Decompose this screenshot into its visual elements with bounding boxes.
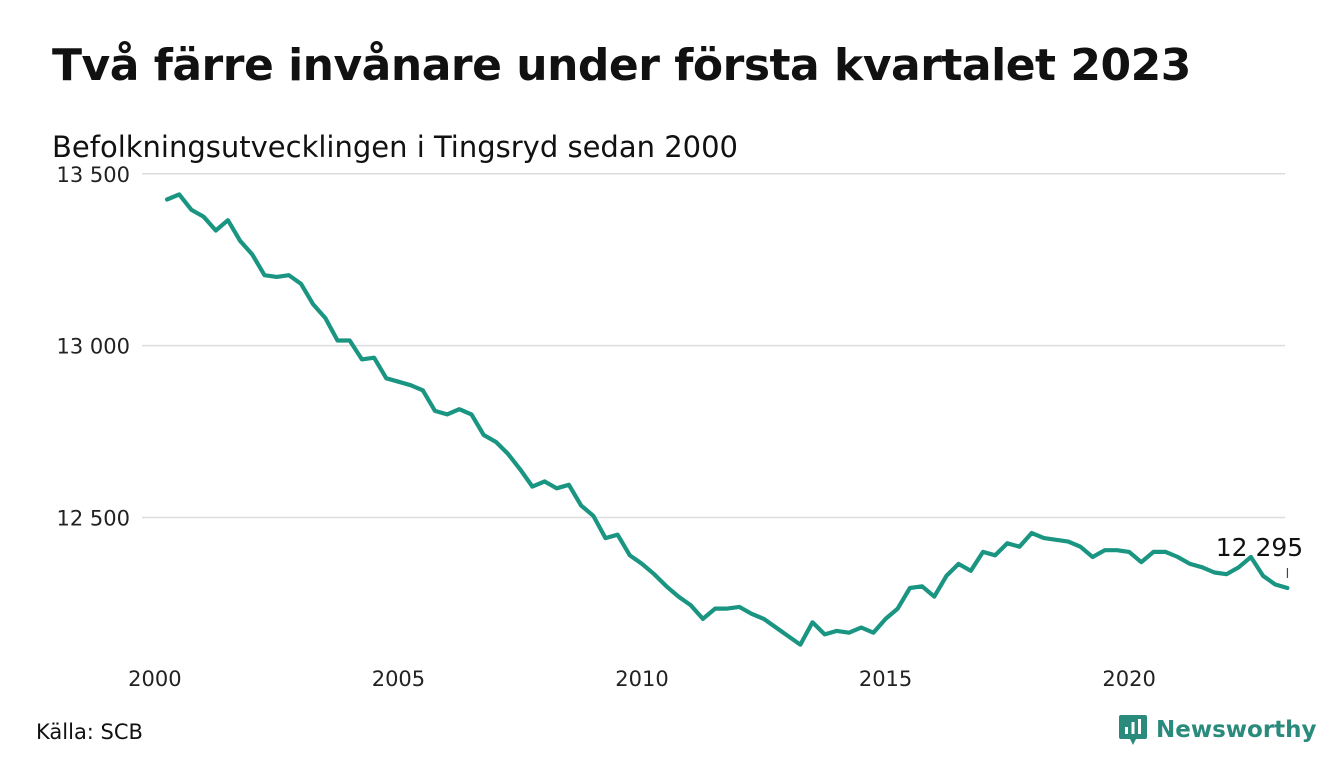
x-tick-label: 2020 (1102, 667, 1155, 691)
gridlines (142, 173, 1285, 519)
chart-subtitle: Befolkningsutvecklingen i Tingsryd sedan… (52, 130, 739, 164)
x-tick-label: 2000 (128, 667, 181, 691)
x-axis-tick-labels: 2000 2005 2010 2015 2020 (128, 667, 1156, 691)
end-value-label: 12 295 (1216, 533, 1303, 562)
brand-logo[interactable]: Newsworthy (1118, 714, 1317, 746)
x-tick-label: 2010 (615, 667, 668, 691)
y-tick-label: 13 000 (57, 335, 130, 359)
chart-title: Två färre invånare under första kvartale… (52, 40, 1191, 91)
x-tick-label: 2015 (859, 667, 912, 691)
y-tick-label: 12 500 (57, 507, 130, 531)
y-tick-label: 13 500 (57, 163, 130, 187)
x-tick-label: 2005 (372, 667, 425, 691)
newsworthy-logo-icon (1119, 715, 1147, 745)
population-series-line (164, 192, 1290, 647)
source-note: Källa: SCB (36, 720, 143, 744)
y-axis-tick-labels: 12 500 13 000 13 500 (57, 163, 130, 531)
brand-name: Newsworthy (1156, 717, 1317, 743)
